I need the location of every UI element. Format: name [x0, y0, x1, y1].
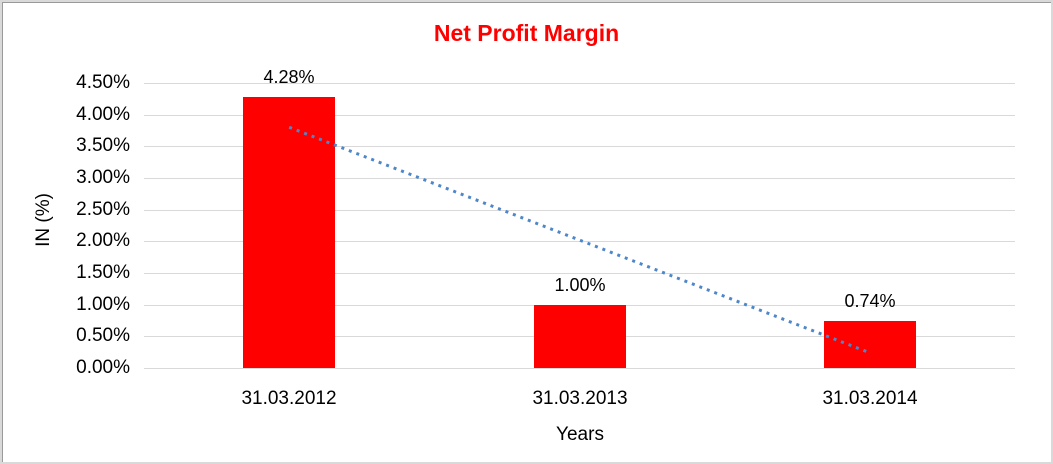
y-tick-label: 1.00% [76, 294, 130, 315]
x-tick-label: 31.03.2013 [532, 388, 628, 409]
y-tick-label: 4.00% [76, 104, 130, 125]
gridline [144, 368, 1015, 369]
bar-value-label: 4.28% [263, 67, 315, 87]
x-tick-label: 31.03.2012 [241, 388, 337, 409]
x-tick-label: 31.03.2014 [822, 388, 918, 409]
y-tick-label: 1.50% [76, 262, 130, 283]
x-axis-title: Years [556, 424, 604, 445]
y-tick-label: 0.00% [76, 357, 130, 378]
gridline [144, 115, 1015, 116]
y-tick-label: 2.50% [76, 199, 130, 220]
bar-value-label: 1.00% [554, 275, 606, 295]
bar-value-label: 0.74% [844, 291, 896, 311]
chart-title: Net Profit Margin [433, 20, 620, 46]
y-tick-label: 0.50% [76, 325, 130, 346]
y-tick-label: 3.50% [76, 135, 130, 156]
y-tick-label: 3.00% [76, 167, 130, 188]
gridline [144, 83, 1015, 84]
bar [824, 321, 916, 368]
bar [243, 97, 335, 368]
bar [534, 305, 626, 368]
y-tick-label: 2.00% [76, 230, 130, 251]
y-tick-label: 4.50% [76, 72, 130, 93]
